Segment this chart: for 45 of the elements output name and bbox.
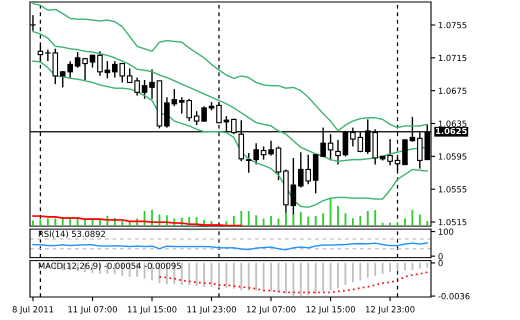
y-tick-label: 0 xyxy=(438,253,443,260)
candlestick xyxy=(298,152,304,188)
candlestick xyxy=(194,110,200,126)
line-series xyxy=(32,2,428,132)
candlestick xyxy=(104,60,110,80)
x-tick-label: 12 Jul 15:00 xyxy=(306,306,355,314)
y-tick-label: -0.0036 xyxy=(438,293,470,300)
candlestick xyxy=(134,76,140,96)
candlestick xyxy=(67,60,73,78)
candlestick xyxy=(186,98,192,122)
y-tick-label: 1.0515 xyxy=(438,219,466,226)
x-tick-label: 11 Jul 07:00 xyxy=(68,306,117,314)
candlestick xyxy=(305,154,312,185)
candlestick xyxy=(178,96,185,114)
line-series xyxy=(32,242,428,250)
x-tick-label: 11 Jul 15:00 xyxy=(128,306,176,314)
x-tick-label: 12 Jul 07:00 xyxy=(246,306,296,314)
x-tick-label: 11 Jul 23:00 xyxy=(187,306,236,314)
candlestick xyxy=(260,146,266,160)
y-tick-label: 0 xyxy=(438,260,443,266)
y-tick-label: 100 xyxy=(438,228,454,235)
x-tick-label: 8 Jul 2011 xyxy=(12,306,54,314)
candlestick xyxy=(164,96,170,128)
chart-title: RSI(14) 53.0892 xyxy=(38,230,105,238)
candlestick xyxy=(74,51,80,68)
candlestick xyxy=(126,68,132,84)
line-series xyxy=(158,271,428,294)
y-tick-label: 1.0755 xyxy=(438,22,466,28)
candlestick xyxy=(52,48,58,85)
x-tick-label: 12 Jul 23:00 xyxy=(366,306,415,314)
candlestick xyxy=(60,70,66,88)
y-tick-label: 1.0555 xyxy=(438,186,466,192)
candlestick xyxy=(119,62,126,84)
candlestick xyxy=(172,88,178,107)
candlestick xyxy=(253,142,259,166)
candlestick xyxy=(112,60,118,78)
y-tick-label: 1.0715 xyxy=(438,54,466,62)
y-tick-label: 1.0635 xyxy=(438,120,466,127)
y-tick-label: 1.0675 xyxy=(438,88,466,94)
ref-line-label: 1.0625 xyxy=(436,128,467,134)
candlestick xyxy=(45,48,51,62)
candlestick xyxy=(246,152,252,174)
chart-title: MACD(12,26,9) -0.00054 -0.00095 xyxy=(38,262,181,270)
line-series xyxy=(32,60,428,208)
y-tick-label: 1.0595 xyxy=(438,153,466,160)
